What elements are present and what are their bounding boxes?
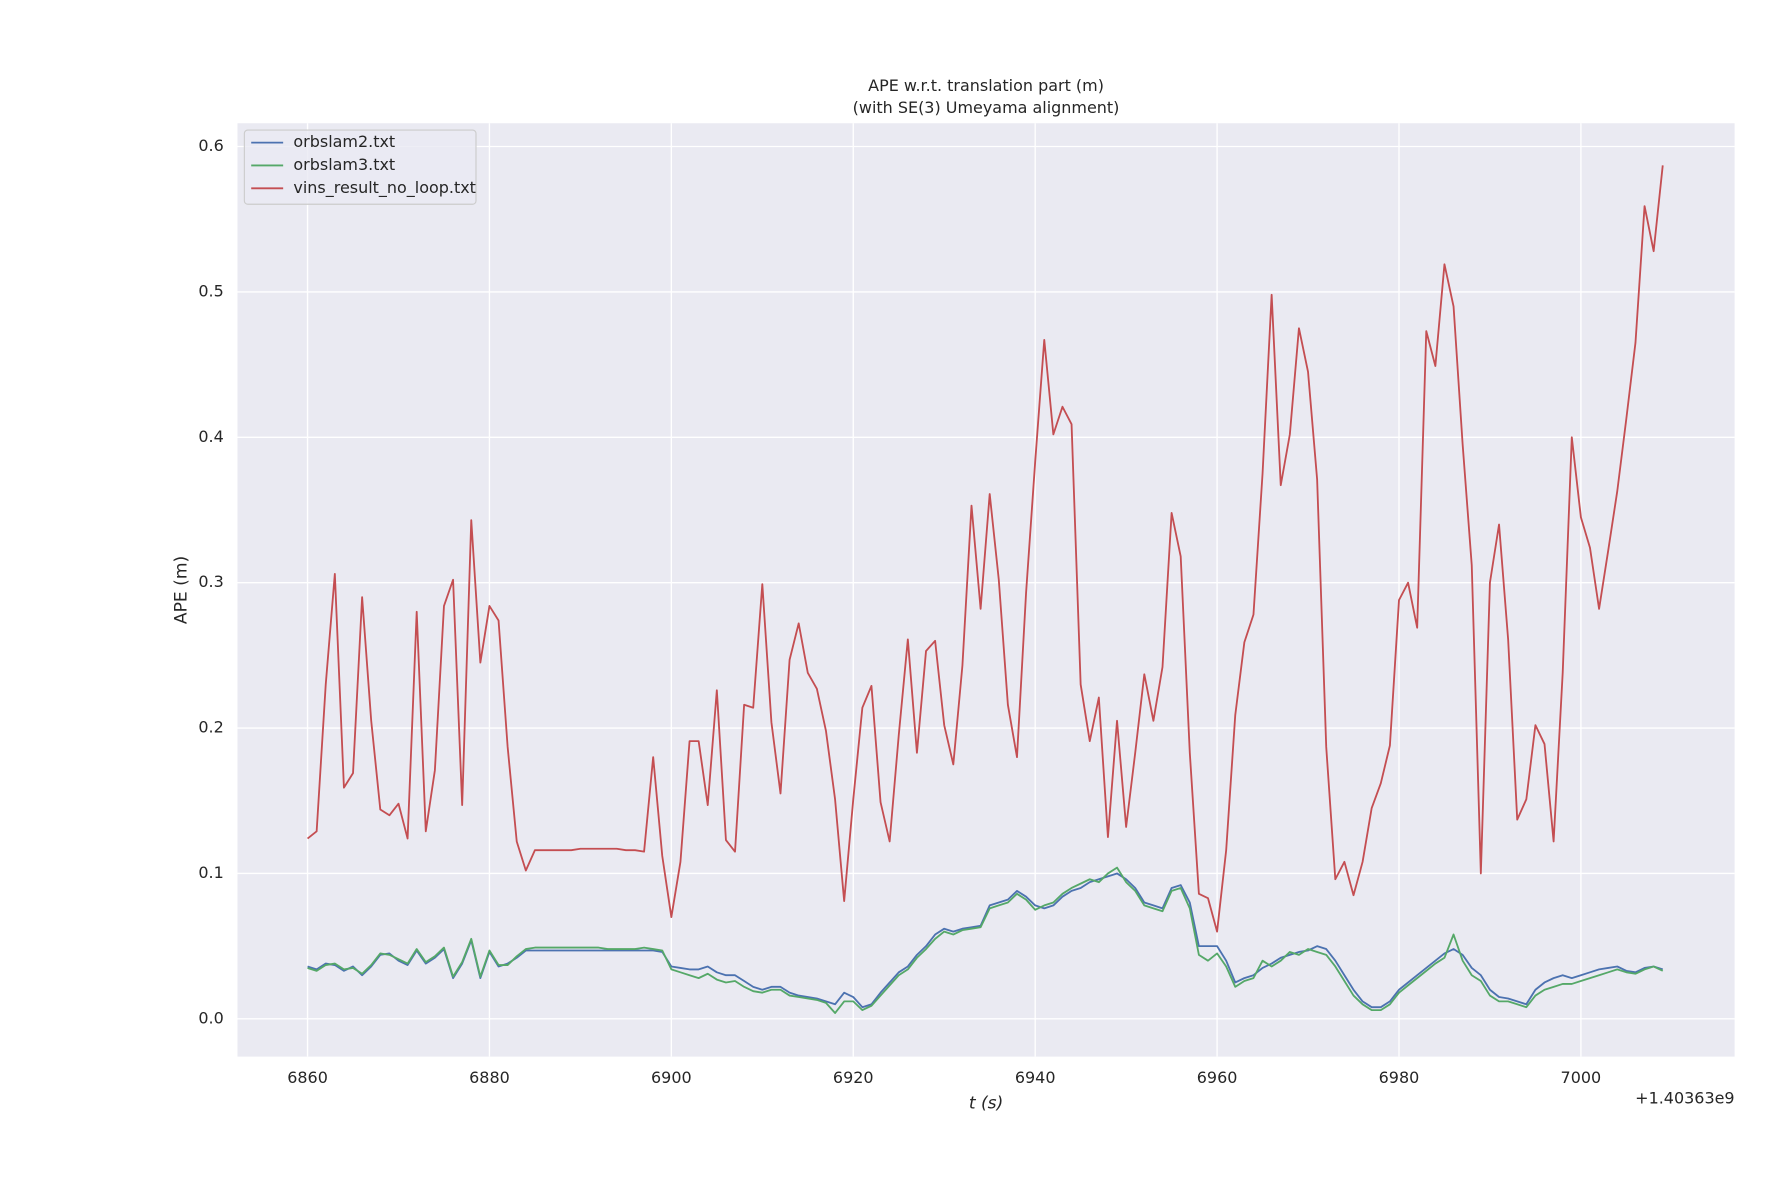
y-tick-label: 0.1 xyxy=(198,863,223,882)
chart-title: APE w.r.t. translation part (m) xyxy=(868,76,1104,95)
x-axis-label: t (s) xyxy=(969,1093,1003,1113)
legend-label: vins_result_no_loop.txt xyxy=(293,178,476,198)
x-tick-label: 6960 xyxy=(1197,1068,1238,1087)
grid xyxy=(237,123,1735,1057)
y-tick-label: 0.6 xyxy=(198,136,223,155)
x-tick-label: 6940 xyxy=(1015,1068,1056,1087)
y-tick-label: 0.5 xyxy=(198,281,223,300)
plot-background xyxy=(237,123,1735,1057)
x-tick-label: 6860 xyxy=(287,1068,328,1087)
legend-label: orbslam2.txt xyxy=(293,132,395,151)
y-tick-label: 0.0 xyxy=(198,1008,223,1027)
x-tick-label: 6920 xyxy=(833,1068,874,1087)
x-tick-label: 6880 xyxy=(469,1068,510,1087)
legend: orbslam2.txt orbslam3.txt vins_result_no_l… xyxy=(243,129,477,205)
series-line xyxy=(306,165,1664,933)
legend-label: orbslam3.txt xyxy=(293,155,395,174)
chart-subtitle: (with SE(3) Umeyama alignment) xyxy=(853,98,1120,117)
y-tick-label: 0.2 xyxy=(198,718,223,737)
y-tick-label: 0.4 xyxy=(198,427,223,446)
series-line xyxy=(307,872,1664,1009)
y-axis-label: APE (m) xyxy=(172,556,192,624)
x-offset-label: +1.40363e9 xyxy=(1635,1088,1734,1107)
x-tick-label: 6980 xyxy=(1379,1068,1420,1087)
series-line xyxy=(307,866,1664,1014)
x-tick-label: 6900 xyxy=(651,1068,692,1087)
lines xyxy=(306,165,1664,1014)
y-tick-label: 0.3 xyxy=(198,572,223,591)
x-tick-label: 7000 xyxy=(1561,1068,1602,1087)
legend-box xyxy=(243,129,477,205)
